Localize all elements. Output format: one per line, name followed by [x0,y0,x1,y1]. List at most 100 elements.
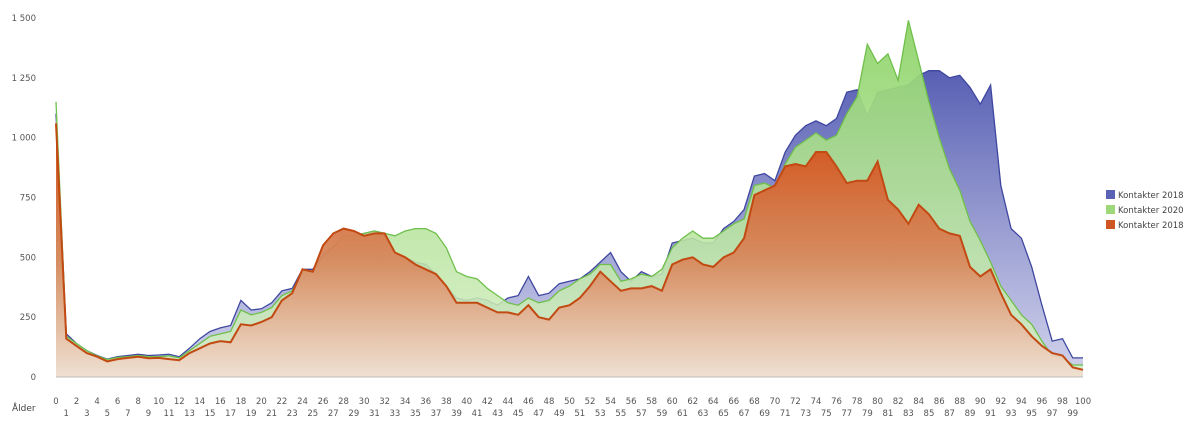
x-tick-label: 1 [64,409,69,419]
legend-label: Kontakter 2020 [1118,206,1183,216]
legend-swatch [1106,220,1115,229]
x-tick-label: 88 [954,397,965,407]
x-tick-label: 89 [965,409,976,419]
x-tick-label: 49 [554,409,565,419]
x-tick-label: 55 [615,409,626,419]
x-tick-label: 29 [348,409,359,419]
x-tick-label: 76 [831,397,842,407]
x-tick-label: 10 [153,397,164,407]
x-tick-label: 36 [420,397,431,407]
x-tick-label: 95 [1026,409,1037,419]
x-tick-label: 35 [410,409,421,419]
x-tick-label: 60 [667,397,678,407]
x-tick-label: 13 [184,409,195,419]
x-tick-label: 65 [718,409,729,419]
series-area-2 [56,123,1083,377]
x-tick-label: 27 [328,409,339,419]
x-tick-label: 38 [441,397,452,407]
x-tick-label: 58 [646,397,657,407]
x-tick-label: 99 [1067,409,1078,419]
y-tick-label: 1 250 [12,74,36,84]
x-tick-label: 25 [307,409,318,419]
x-tick-label: 12 [174,397,185,407]
x-tick-label: 96 [1037,397,1048,407]
x-tick-label: 6 [115,397,120,407]
x-tick-label: 94 [1016,397,1027,407]
x-tick-label: 30 [359,397,370,407]
x-tick-label: 70 [769,397,780,407]
x-tick-label: 7 [125,409,130,419]
x-tick-label: 45 [513,409,524,419]
x-tick-label: 41 [472,409,483,419]
x-tick-label: 67 [739,409,750,419]
x-tick-label: 28 [338,397,349,407]
x-tick-label: 63 [698,409,709,419]
x-tick-label: 91 [985,409,996,419]
x-tick-label: 26 [318,397,329,407]
x-tick-label: 78 [852,397,863,407]
x-tick-label: 3 [84,409,89,419]
x-tick-label: 23 [287,409,298,419]
x-tick-label: 48 [544,397,555,407]
x-tick-label: 11 [164,409,175,419]
y-axis: 0 250 500 750 1 000 1 250 1 500 [12,14,36,383]
x-tick-label: 56 [626,397,637,407]
x-tick-label: 71 [780,409,791,419]
x-tick-label: 46 [523,397,534,407]
x-tick-label: 16 [215,397,226,407]
x-tick-label: 97 [1047,409,1058,419]
x-tick-label: 52 [585,397,596,407]
x-tick-label: 40 [461,397,472,407]
x-tick-label: 22 [277,397,288,407]
y-tick-label: 250 [20,313,36,323]
y-tick-label: 1 500 [12,14,36,24]
x-tick-label: 50 [564,397,575,407]
x-tick-label: 87 [944,409,955,419]
x-tick-label: 83 [903,409,914,419]
series-line-2 [55,123,1084,371]
x-tick-label: 90 [975,397,986,407]
x-tick-label: 2 [74,397,79,407]
x-tick-label: 75 [821,409,832,419]
y-tick-label: 0 [31,373,36,383]
series-line-1 [55,20,1083,366]
x-tick-label: 17 [225,409,236,419]
x-tick-label: 8 [135,397,140,407]
x-tick-label: 69 [759,409,770,419]
x-tick-label: 0 [53,397,58,407]
x-tick-label: 5 [105,409,110,419]
x-tick-label: 98 [1057,397,1068,407]
x-tick-label: 34 [400,397,411,407]
legend-label: Kontakter 2018 [1118,191,1183,201]
x-tick-label: 14 [194,397,205,407]
x-tick-label: 31 [369,409,380,419]
x-tick-label: 100 [1075,397,1091,407]
x-tick-label: 80 [872,397,883,407]
legend-label: Kontakter 2018 [1118,221,1183,231]
x-tick-label: 81 [882,409,893,419]
legend-swatch [1106,190,1115,199]
x-tick-label: 54 [605,397,616,407]
x-tick-label: 51 [574,409,585,419]
x-tick-label: 42 [482,397,493,407]
y-tick-label: 1 000 [12,134,36,144]
x-tick-label: 72 [790,397,801,407]
x-tick-label: 37 [431,409,442,419]
x-axis: 0 2 4 6 8 10 12 14 16 18 20 22 24 26 28 30 32 34 36 38 40 42 4… [53,376,1091,419]
x-tick-label: 15 [205,409,216,419]
x-tick-label: 77 [841,409,852,419]
x-tick-label: 20 [256,397,267,407]
x-tick-label: 24 [297,397,308,407]
x-tick-label: 92 [995,397,1006,407]
x-tick-label: 53 [595,409,606,419]
x-axis-title: Ålder [12,402,36,414]
x-tick-label: 32 [379,397,390,407]
legend-swatch [1106,205,1115,214]
x-tick-label: 74 [811,397,822,407]
x-tick-label: 44 [502,397,513,407]
legend: Kontakter 2018 Kontakter 2020 Kontakter 20… [1106,190,1183,231]
x-tick-label: 9 [146,409,151,419]
x-tick-label: 39 [451,409,462,419]
x-tick-label: 19 [246,409,257,419]
